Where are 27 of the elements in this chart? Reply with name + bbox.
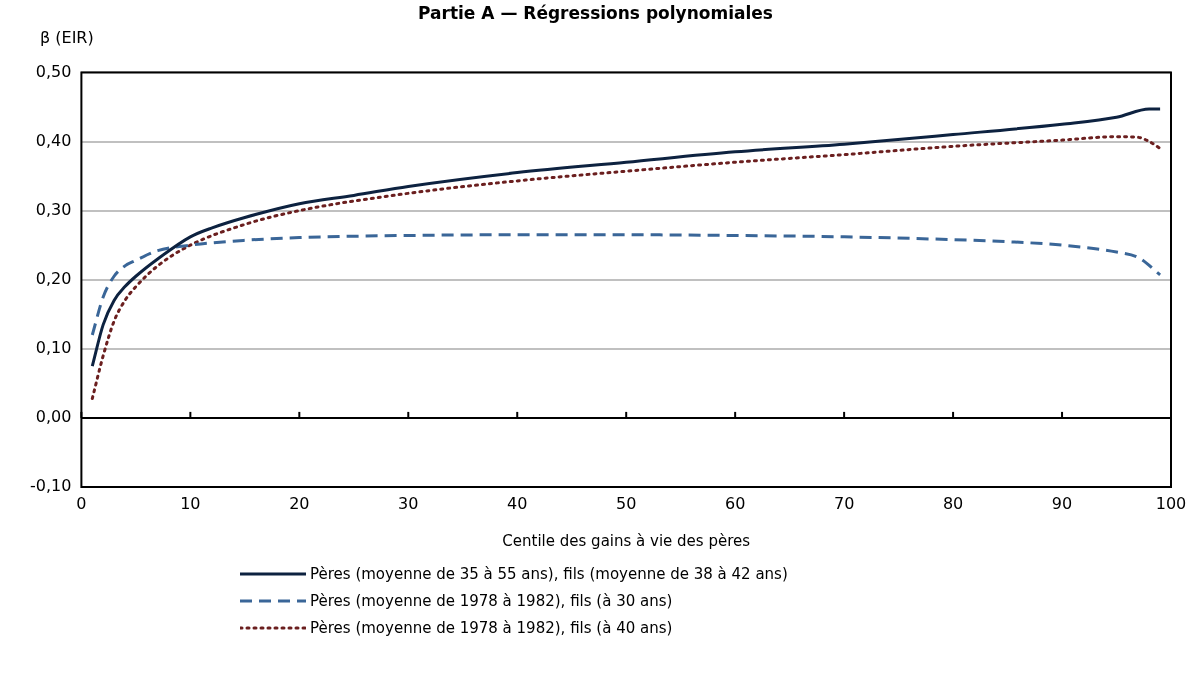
y-tick-label: 0,00 [35, 407, 72, 427]
x-tick-label: 60 [724, 494, 746, 514]
x-tick-label: 80 [942, 494, 964, 514]
line-series [90, 107, 1162, 368]
chart-title: Partie A — Régressions polynomiales [418, 2, 773, 23]
x-tick-label: 30 [398, 494, 419, 514]
x-tick-label: 10 [180, 494, 201, 514]
x-tick-label: 70 [833, 494, 855, 514]
x-axis-title: Centile des gains à vie des pères [502, 531, 751, 550]
legend-label: Pères (moyenne de 35 à 55 ans), fils (moyenne de 38 à 42 ans) [310, 564, 788, 583]
y-tick-label: -0,10 [29, 476, 72, 496]
x-tick-label: 90 [1051, 494, 1073, 514]
x-tick-label: 50 [616, 494, 637, 514]
y-tick-label: 0,30 [35, 199, 72, 219]
y-tick-label: 0,10 [35, 337, 72, 357]
y-axis-title: β (EIR) [40, 27, 94, 47]
y-tick-label: 0,50 [35, 61, 72, 81]
legend-label: Pères (moyenne de 1978 à 1982), fils (à 30 ans) [310, 591, 673, 610]
y-tick-label: 0,20 [35, 268, 72, 288]
line-series [90, 233, 1162, 337]
y-tick-label: 0,40 [35, 130, 72, 150]
x-tick-label: 40 [507, 494, 528, 514]
x-tick-label: 20 [289, 494, 310, 514]
legend-label: Pères (moyenne de 1978 à 1982), fils (à 40 ans) [310, 618, 673, 637]
x-tick-label: 0 [76, 494, 87, 514]
line-series [90, 135, 1162, 401]
x-tick-label: 100 [1155, 494, 1187, 514]
